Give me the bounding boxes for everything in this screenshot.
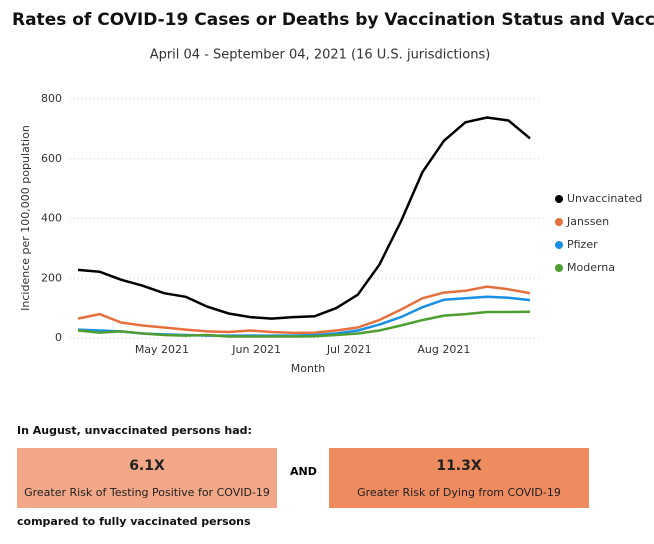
series-line <box>77 285 531 335</box>
footer-text: compared to fully vaccinated persons <box>17 515 251 528</box>
chart-subtitle: April 04 - September 04, 2021 (16 U.S. j… <box>150 48 491 63</box>
risk-text: Greater Risk of Dying from COVID-19 <box>357 486 561 499</box>
x-tick-label: Aug 2021 <box>417 343 470 356</box>
legend-label: Moderna <box>567 261 615 274</box>
x-tick-label: Jul 2021 <box>326 343 372 356</box>
y-tick-label: 800 <box>41 92 62 105</box>
chart-title: Rates of COVID-19 Cases or Deaths by Vac… <box>12 10 654 30</box>
legend-marker <box>555 195 563 203</box>
legend-label: Pfizer <box>567 238 598 251</box>
legend-marker <box>555 241 563 249</box>
risk-box: 11.3X Greater Risk of Dying from COVID-1… <box>329 448 589 508</box>
risk-box: 6.1X Greater Risk of Testing Positive fo… <box>17 448 277 508</box>
y-tick-label: 0 <box>55 331 62 344</box>
legend-label: Janssen <box>566 215 609 228</box>
series-line <box>77 310 531 338</box>
joiner: AND <box>290 465 317 478</box>
x-tick-label: Jun 2021 <box>231 343 281 356</box>
y-tick-label: 600 <box>41 152 62 165</box>
intro-text: In August, unvaccinated persons had: <box>17 424 252 437</box>
x-tick-label: May 2021 <box>135 343 189 356</box>
risk-value: 11.3X <box>436 458 482 474</box>
x-axis-label: Month <box>291 362 326 375</box>
chart: Rates of COVID-19 Cases or Deaths by Vac… <box>12 10 654 375</box>
legend-marker <box>555 264 563 272</box>
y-tick-label: 400 <box>41 212 62 225</box>
legend-marker <box>555 218 563 226</box>
risk-value: 6.1X <box>129 458 165 474</box>
risk-text: Greater Risk of Testing Positive for COV… <box>24 486 270 499</box>
y-axis-label: Incidence per 100,000 population <box>19 125 32 311</box>
y-tick-label: 200 <box>41 271 62 284</box>
legend-label: Unvaccinated <box>567 192 642 205</box>
series-line <box>77 116 531 320</box>
